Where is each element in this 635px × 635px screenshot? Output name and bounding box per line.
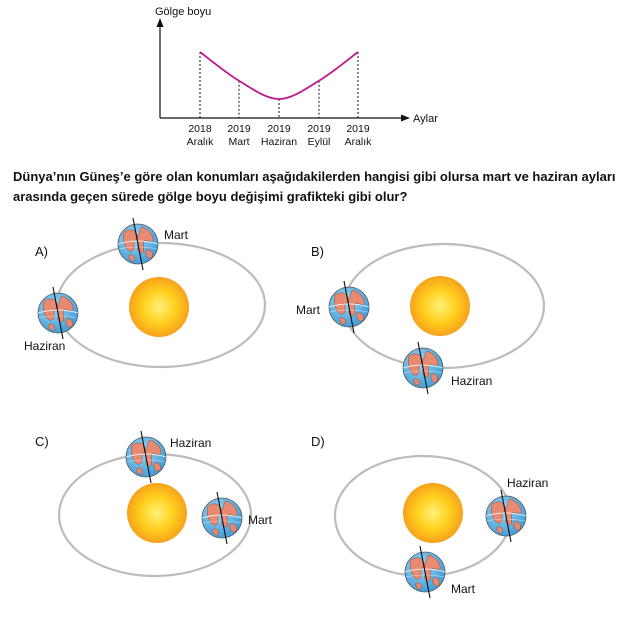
sun [127, 483, 187, 543]
option-c-label-2: Mart [248, 513, 273, 527]
option-d-letter: D) [311, 434, 325, 449]
option-c-letter: C) [35, 434, 49, 449]
option-a-letter: A) [35, 244, 48, 259]
sun [129, 277, 189, 337]
y-axis-label: Gölge boyu [155, 6, 211, 18]
earth-globe-icon [328, 280, 370, 334]
tick-year-2: 2019 [227, 123, 251, 135]
tick-month-3: Haziran [261, 136, 297, 148]
option-d-label-1: Haziran [507, 476, 548, 490]
x-tick-labels: 2018 Aralık 2019 Mart 2019 Haziran 2019 … [187, 123, 373, 148]
question-text: Dünya’nın Güneş’e göre olan konumları aş… [13, 169, 616, 204]
earth-globe-icon [117, 217, 159, 271]
tick-month-5: Aralık [345, 136, 373, 148]
earth-globe-icon [402, 341, 444, 395]
tick-year-4: 2019 [307, 123, 331, 135]
tick-month-2: Mart [229, 136, 250, 148]
sun [410, 276, 470, 336]
shadow-length-curve [199, 51, 359, 100]
earth-globe-icon [404, 545, 446, 599]
earth-globe-icon [485, 489, 527, 543]
y-axis-arrow-icon [156, 18, 164, 27]
sun [403, 483, 463, 543]
option-c-label-1: Haziran [170, 436, 211, 450]
tick-month-1: Aralık [187, 136, 215, 148]
guide-lines [199, 52, 359, 118]
option-a-label-2: Haziran [24, 339, 65, 353]
x-axis-label: Aylar [413, 113, 438, 125]
earth-globe-icon [201, 491, 243, 545]
shadow-length-graph: Gölge boyu Aylar 2018 Aralık 2019 Mart 2… [155, 6, 438, 148]
option-b-label-2: Haziran [451, 374, 492, 388]
earth-globe-icon [37, 286, 79, 340]
tick-year-3: 2019 [267, 123, 291, 135]
option-a[interactable]: A) Mart Haziran [24, 217, 267, 369]
option-b-label-1: Mart [296, 303, 321, 317]
tick-year-5: 2019 [346, 123, 370, 135]
option-b-letter: B) [311, 244, 324, 259]
option-a-label-1: Mart [164, 228, 189, 242]
option-d-label-2: Mart [451, 582, 476, 596]
option-c[interactable]: C) Haziran Mart [35, 430, 273, 578]
x-axis-arrow-icon [401, 114, 410, 122]
earth-globe-icon [125, 430, 167, 484]
option-b[interactable]: B) Mart Haziran [296, 242, 546, 395]
tick-month-4: Eylül [308, 136, 331, 148]
option-d[interactable]: D) Haziran Mart [311, 434, 548, 599]
tick-year-1: 2018 [188, 123, 212, 135]
